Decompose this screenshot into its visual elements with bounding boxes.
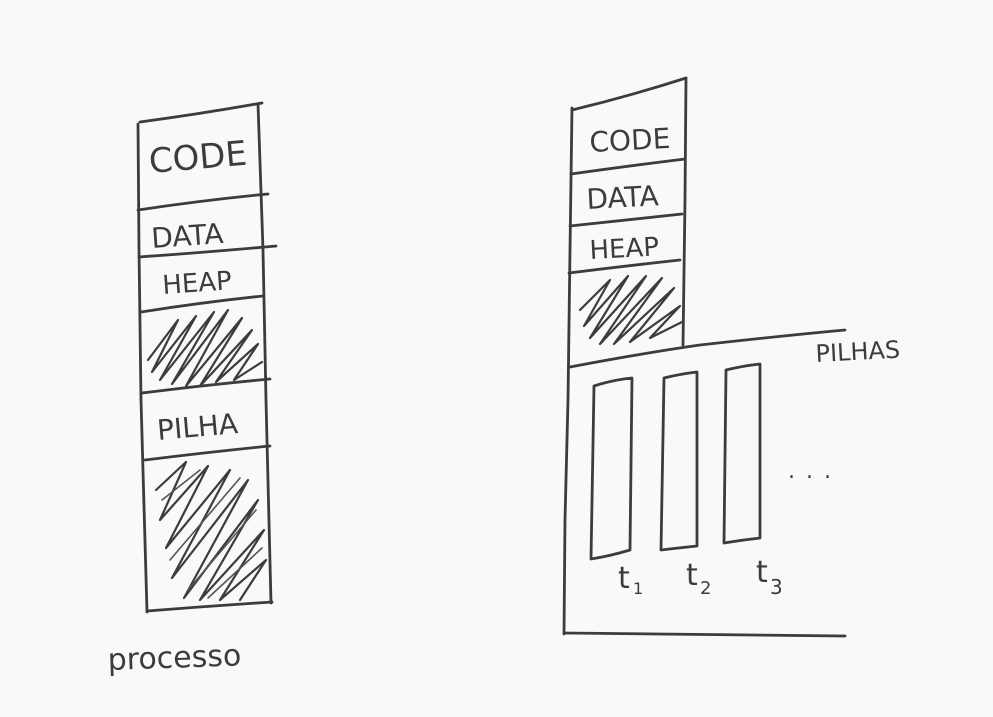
divider-data-heap <box>137 244 278 259</box>
stacks-label: PILHAS <box>815 336 901 368</box>
outer-left-border <box>562 106 574 636</box>
threaded-memory-layout: CODE DATA HEAP PILHAS t 1 t 2 t 3 . . . <box>562 76 901 638</box>
shared-heap-label: HEAP <box>589 232 660 266</box>
thread-label-t1: t 1 <box>618 561 643 598</box>
thread-label-t1-base: t <box>618 561 630 596</box>
thread-label-t3-sub: 3 <box>770 575 783 599</box>
thread-label-t2-sub: 2 <box>700 578 711 599</box>
process-caption: processo <box>107 638 242 678</box>
process-box-bottom <box>145 600 274 613</box>
divider-heap-free <box>139 294 265 314</box>
segment-pilha-label: PILHA <box>156 407 240 447</box>
divider-code-data <box>569 157 687 176</box>
free-space-hatch-lower <box>154 460 268 602</box>
shared-code-label: CODE <box>589 122 671 159</box>
divider-code-data <box>136 192 270 212</box>
thread-label-t3-base: t <box>756 555 768 590</box>
thread-label-t3: t 3 <box>756 555 783 599</box>
more-threads-ellipsis: . . . <box>788 459 833 484</box>
divider-free-pilha <box>140 377 272 395</box>
segment-data-label: DATA <box>150 217 224 255</box>
divider-heap-free <box>567 258 682 275</box>
segment-heap-label: HEAP <box>161 266 232 301</box>
shared-box-right <box>681 76 688 347</box>
divider-data-heap <box>568 212 684 228</box>
free-space-hatch-upper <box>146 308 264 388</box>
shared-data-label: DATA <box>586 179 660 216</box>
stacks-boundary-line <box>568 328 847 369</box>
thread-label-t2-base: t <box>686 558 698 593</box>
process-box-left <box>136 122 149 614</box>
divider-pilha-free <box>143 444 272 462</box>
shared-free-space-hatch <box>578 274 684 346</box>
shared-box-top <box>570 76 688 112</box>
process-box-top <box>138 101 264 124</box>
process-memory-column: CODE DATA HEAP PILHA processo <box>107 101 278 678</box>
thread-stack-3 <box>722 362 762 545</box>
thread-stack-1 <box>589 376 634 561</box>
outer-bottom-border <box>562 631 847 638</box>
process-box-right <box>256 102 273 605</box>
thread-label-t2: t 2 <box>686 558 711 599</box>
segment-code-label: CODE <box>147 134 248 182</box>
thread-label-t1-sub: 1 <box>633 579 643 598</box>
thread-stack-2 <box>659 370 699 552</box>
